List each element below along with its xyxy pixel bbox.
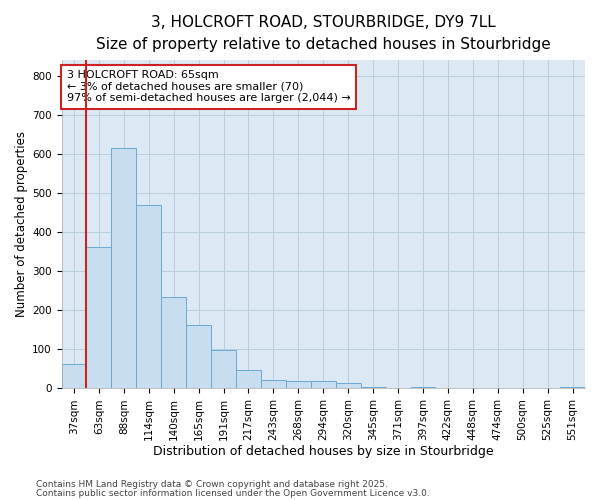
Bar xyxy=(410,387,436,388)
Bar xyxy=(161,296,186,388)
Bar xyxy=(186,325,211,388)
Bar xyxy=(336,384,361,388)
Bar xyxy=(136,205,161,388)
X-axis label: Distribution of detached houses by size in Stourbridge: Distribution of detached houses by size … xyxy=(153,444,494,458)
Bar xyxy=(361,386,386,388)
Text: 3 HOLCROFT ROAD: 65sqm
← 3% of detached houses are smaller (70)
97% of semi-deta: 3 HOLCROFT ROAD: 65sqm ← 3% of detached … xyxy=(67,70,350,103)
Text: Contains HM Land Registry data © Crown copyright and database right 2025.: Contains HM Land Registry data © Crown c… xyxy=(36,480,388,489)
Bar xyxy=(286,380,311,388)
Y-axis label: Number of detached properties: Number of detached properties xyxy=(15,132,28,318)
Bar xyxy=(86,247,112,388)
Text: Contains public sector information licensed under the Open Government Licence v3: Contains public sector information licen… xyxy=(36,489,430,498)
Bar xyxy=(62,364,86,388)
Bar xyxy=(560,386,585,388)
Title: 3, HOLCROFT ROAD, STOURBRIDGE, DY9 7LL
Size of property relative to detached hou: 3, HOLCROFT ROAD, STOURBRIDGE, DY9 7LL S… xyxy=(96,15,551,52)
Bar xyxy=(211,350,236,389)
Bar xyxy=(311,382,336,388)
Bar xyxy=(236,370,261,388)
Bar xyxy=(261,380,286,388)
Bar xyxy=(112,148,136,388)
